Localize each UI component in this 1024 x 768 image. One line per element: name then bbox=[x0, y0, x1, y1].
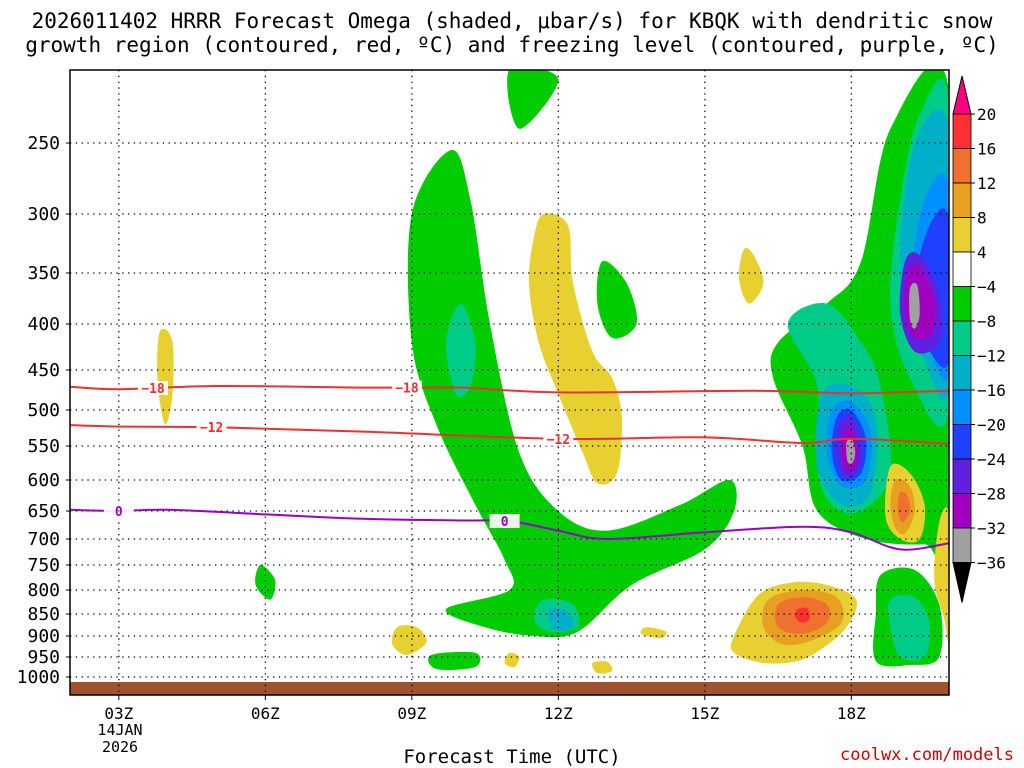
omega-region-16 bbox=[794, 607, 811, 623]
y-tick-label-900: 900 bbox=[27, 626, 60, 647]
run-date-day: 14JAN bbox=[97, 721, 143, 739]
colorbar-label-12: −32 bbox=[977, 519, 1006, 538]
colorbar-segment-11 bbox=[952, 458, 972, 494]
colorbar-label-4: 4 bbox=[977, 243, 987, 262]
colorbar-segment-3 bbox=[952, 182, 972, 218]
isotherm-label-neg12: −12 bbox=[547, 433, 570, 448]
colorbar-label-5: −4 bbox=[977, 278, 996, 297]
y-tick-label-250: 250 bbox=[27, 133, 60, 154]
run-date-year: 2026 bbox=[101, 738, 139, 756]
isotherm-label-bg bbox=[196, 420, 227, 435]
colorbar-segment-5 bbox=[952, 251, 972, 287]
omega-region-neg8 bbox=[596, 260, 638, 339]
isotherm-label-bg bbox=[138, 381, 169, 396]
colorbar-segment-1 bbox=[952, 113, 972, 149]
omega-region-12 bbox=[897, 491, 911, 523]
omega-region-neg8 bbox=[507, 70, 559, 129]
y-tick-label-400: 400 bbox=[27, 314, 60, 335]
omega-region-neg8 bbox=[428, 651, 481, 670]
colorbar-segment-4 bbox=[952, 217, 972, 253]
omega-region-4 bbox=[640, 627, 667, 639]
x-tick-label-15Z: 15Z bbox=[690, 704, 719, 723]
omega-region-4 bbox=[592, 661, 613, 674]
colorbar-label-7: −12 bbox=[977, 347, 1006, 366]
y-tick-label-500: 500 bbox=[27, 400, 60, 421]
colorbar-label-13: −36 bbox=[977, 554, 1006, 573]
colorbar-segment-8 bbox=[952, 355, 972, 391]
omega-region-neg12 bbox=[888, 594, 931, 662]
colorbar-segment-13 bbox=[952, 527, 972, 563]
omega-region-4 bbox=[504, 652, 520, 668]
y-tick-label-850: 850 bbox=[27, 604, 60, 625]
x-tick-label-03Z: 03Z bbox=[104, 704, 133, 723]
y-tick-label-750: 750 bbox=[27, 555, 60, 576]
omega-region-4 bbox=[528, 213, 622, 485]
x-tick-label-18Z: 18Z bbox=[837, 704, 866, 723]
run-date: 14JAN 2026 bbox=[70, 722, 170, 756]
chart-title-line2: growth region (contoured, red, ºC) and f… bbox=[25, 33, 999, 57]
omega-region-neg8 bbox=[255, 564, 276, 600]
y-tick-label-700: 700 bbox=[27, 529, 60, 550]
y-tick-label-950: 950 bbox=[27, 647, 60, 668]
colorbar-segment-12 bbox=[952, 493, 972, 529]
y-tick-label-1000: 1000 bbox=[17, 667, 60, 688]
plot-frame bbox=[69, 69, 950, 696]
y-tick-label-600: 600 bbox=[27, 470, 60, 491]
colorbar-top-arrow bbox=[952, 75, 972, 115]
colorbar-label-1: 16 bbox=[977, 140, 996, 159]
colorbar-segment-10 bbox=[952, 424, 972, 460]
omega-region-neg12 bbox=[445, 303, 476, 398]
colorbar-label-3: 8 bbox=[977, 209, 987, 228]
colorbar-label-8: −16 bbox=[977, 381, 1006, 400]
y-tick-label-300: 300 bbox=[27, 204, 60, 225]
colorbar-segment-9 bbox=[952, 389, 972, 425]
colorbar-segment-6 bbox=[952, 286, 972, 322]
omega-region-4 bbox=[157, 328, 174, 425]
colorbar-segment-2 bbox=[952, 148, 972, 184]
colorbar-bottom-arrow bbox=[952, 562, 972, 603]
colorbar-segment-7 bbox=[952, 320, 972, 356]
colorbar-label-6: −8 bbox=[977, 312, 996, 331]
credit-link[interactable]: coolwx.com/models bbox=[840, 745, 1014, 765]
colorbar-label-0: 20 bbox=[977, 105, 996, 124]
x-tick-label-12Z: 12Z bbox=[544, 704, 573, 723]
omega-region-neg16 bbox=[547, 607, 574, 631]
isotherm-label-neg18: −18 bbox=[395, 382, 419, 397]
isotherm-label-bg bbox=[543, 431, 574, 446]
y-tick-label-650: 650 bbox=[27, 501, 60, 522]
omega-region-4 bbox=[391, 625, 427, 655]
y-tick-label-550: 550 bbox=[27, 436, 60, 457]
colorbar-label-2: 12 bbox=[977, 174, 996, 193]
isotherm-label-bg bbox=[489, 514, 520, 529]
isotherm-label-bg bbox=[103, 504, 134, 518]
isotherm-label-bg bbox=[391, 380, 422, 395]
isotherm-0 bbox=[70, 508, 949, 551]
x-tick-label-06Z: 06Z bbox=[251, 704, 280, 723]
chart-title-line1: 2026011402 HRRR Forecast Omega (shaded, … bbox=[31, 9, 993, 33]
colorbar-label-9: −20 bbox=[977, 416, 1006, 435]
colorbar-label-11: −28 bbox=[977, 485, 1006, 504]
colorbar-label-10: −24 bbox=[977, 450, 1006, 469]
isotherm-label-neg12: −12 bbox=[200, 421, 223, 436]
terrain-ground-bar bbox=[70, 682, 949, 695]
x-tick-label-09Z: 09Z bbox=[397, 704, 426, 723]
y-tick-label-800: 800 bbox=[27, 580, 60, 601]
isotherm-label-0: 0 bbox=[115, 505, 123, 520]
isotherm-label-neg18: −18 bbox=[141, 382, 165, 397]
omega-region-neg36 bbox=[909, 282, 920, 329]
y-tick-label-350: 350 bbox=[27, 263, 60, 284]
y-tick-label-450: 450 bbox=[27, 360, 60, 381]
x-axis-label: Forecast Time (UTC) bbox=[403, 746, 621, 768]
isotherm-neg18 bbox=[70, 384, 949, 395]
omega-region-4 bbox=[738, 247, 764, 304]
omega-region-4 bbox=[934, 507, 949, 644]
isotherm-label-0: 0 bbox=[501, 515, 509, 530]
